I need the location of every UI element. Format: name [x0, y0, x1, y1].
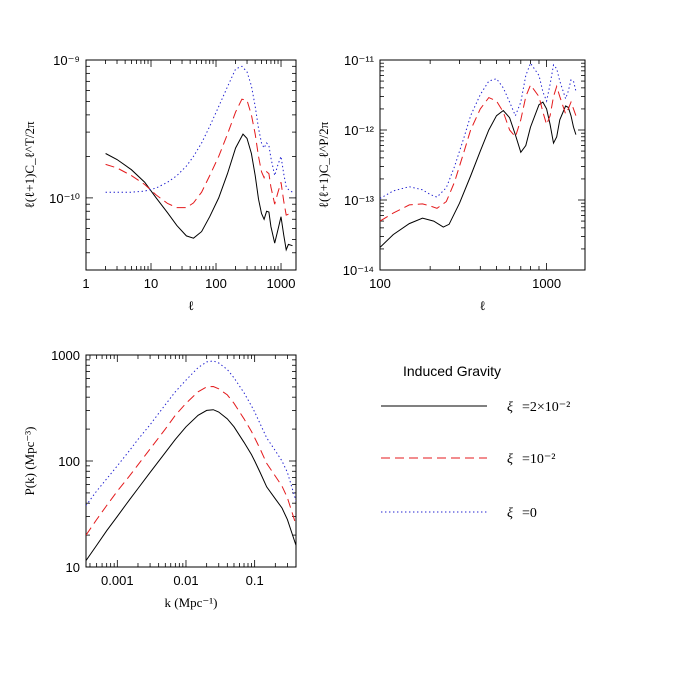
x-tick-label: 0.1 [246, 573, 264, 588]
y-tick-label: 100 [58, 454, 80, 469]
series-line-dashed [380, 83, 577, 222]
x-tick-label: 0.01 [173, 573, 198, 588]
x-tick-label: 1000 [267, 276, 296, 291]
y-tick-label: 10⁻¹⁴ [343, 263, 374, 278]
chart-panel-ct: 1 10 100 1000 10⁻¹⁰ 10⁻⁹ ℓ ℓ(ℓ+1)C_ℓ^T/2π [22, 53, 297, 313]
y-axis-label: ℓ(ℓ+1)C_ℓ^T/2π [22, 121, 37, 208]
series-line-solid [86, 409, 296, 561]
y-axis-label: P(k) (Mpc⁻³) [22, 427, 37, 496]
plot-frame [85, 354, 297, 568]
legend-title: Induced Gravity [403, 363, 501, 379]
legend-entries: ξ =2×10⁻² ξ =10⁻² ξ =0 [381, 400, 570, 521]
legend-symbol: ξ [507, 452, 513, 467]
x-tick-label: 1 [82, 276, 89, 291]
legend-value: =10⁻² [522, 452, 555, 467]
legend-symbol: ξ [507, 506, 513, 521]
x-axis-label: k (Mpc⁻¹) [165, 595, 218, 610]
chart-panel-pk: 0.001 0.01 0.1 10 100 1000 k (Mpc⁻¹) P(k) (Mpc⁻… [22, 348, 297, 610]
legend: Induced Gravity ξ =2×10⁻² ξ =10⁻² ξ =0 [381, 363, 570, 521]
series-line-dashed [105, 98, 293, 217]
series-line-dashed [86, 385, 296, 536]
y-tick-label: 10⁻⁹ [53, 53, 80, 68]
x-tick-label: 1000 [532, 276, 561, 291]
plot-frame [85, 59, 297, 271]
x-axis-label: ℓ [479, 298, 485, 313]
legend-symbol: ξ [507, 400, 513, 415]
x-tick-label: 100 [369, 276, 391, 291]
y-tick-label: 10⁻¹³ [344, 193, 375, 208]
chart-panel-cp: 100 1000 10⁻¹⁴ 10⁻¹³ 10⁻¹² 10⁻¹¹ ℓ ℓ(ℓ+1)C_ℓ^P/… [316, 53, 586, 313]
legend-value: =0 [522, 506, 537, 521]
plot-frame [379, 59, 586, 271]
y-axis-label: ℓ(ℓ+1)C_ℓ^P/2π [316, 121, 331, 208]
y-tick-label: 10⁻¹⁰ [49, 191, 80, 206]
x-tick-label: 10 [144, 276, 158, 291]
series-line-dotted [86, 360, 296, 506]
series-line-dotted [380, 62, 577, 199]
x-tick-label: 100 [205, 276, 227, 291]
y-tick-label: 10⁻¹¹ [344, 53, 375, 68]
series-line-solid [380, 101, 577, 248]
series-line-solid [105, 133, 293, 252]
y-tick-label: 10⁻¹² [344, 123, 375, 138]
y-tick-label: 10 [66, 560, 80, 575]
y-tick-label: 1000 [51, 348, 80, 363]
x-tick-label: 0.001 [101, 573, 134, 588]
series-line-dotted [105, 65, 293, 193]
legend-value: =2×10⁻² [522, 400, 570, 415]
x-axis-label: ℓ [188, 298, 194, 313]
